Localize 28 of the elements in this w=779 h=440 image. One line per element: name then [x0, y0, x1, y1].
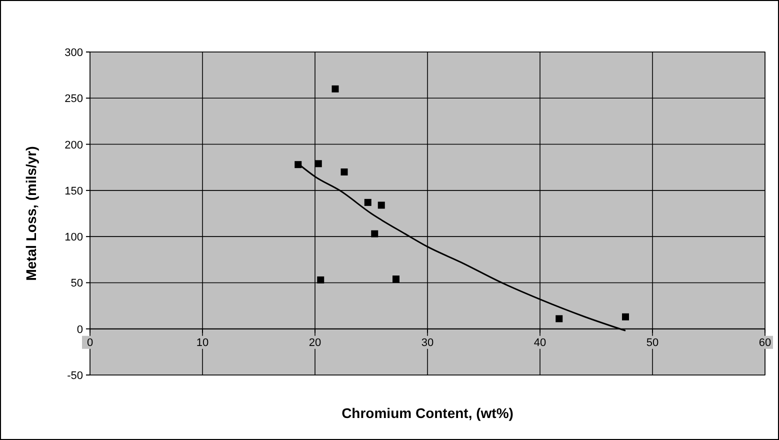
- y-tick-label: 0: [76, 324, 83, 336]
- x-tick-label: 0: [86, 336, 94, 349]
- point: [340, 168, 348, 176]
- x-axis-title: Chromium Content, (wt%): [342, 405, 514, 421]
- point: [294, 161, 302, 168]
- x-tick-label: 60: [758, 336, 772, 349]
- point: [622, 313, 629, 320]
- y-tick-label: -50: [67, 370, 83, 382]
- point: [378, 202, 385, 209]
- point: [556, 315, 563, 322]
- y-tick-label: 100: [64, 232, 83, 244]
- x-tick-label: 50: [646, 336, 659, 349]
- point: [317, 276, 324, 284]
- point: [364, 198, 372, 206]
- x-tick-label: 40: [534, 336, 546, 349]
- y-axis-title: Metal Loss, (mils/yr): [23, 146, 39, 281]
- x-tick-label: 30: [421, 336, 434, 349]
- point: [314, 160, 322, 168]
- y-tick-label: 200: [64, 139, 83, 152]
- y-tick-label: 150: [64, 185, 83, 198]
- point: [332, 85, 339, 92]
- y-tick-label: 50: [70, 278, 83, 290]
- point: [371, 230, 378, 238]
- y-tick-label: 250: [64, 93, 83, 106]
- x-tick-label: 20: [308, 336, 322, 349]
- y-tick-label: 300: [64, 47, 83, 59]
- x-tick-label: 10: [196, 336, 209, 349]
- point: [392, 276, 400, 283]
